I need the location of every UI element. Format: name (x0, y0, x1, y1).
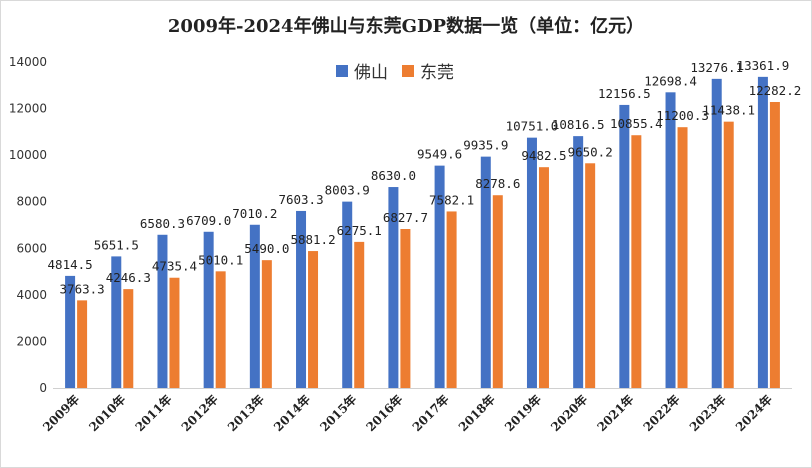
bar-foshan (434, 165, 445, 388)
data-label-foshan: 6709.0 (186, 213, 231, 228)
x-tick-label: 2019年 (501, 392, 544, 435)
data-label-dongguan: 3763.3 (60, 281, 105, 296)
bar-dongguan (261, 260, 272, 388)
bar-foshan (757, 76, 768, 388)
bar-foshan (619, 104, 630, 388)
legend-label-dongguan: 东莞 (420, 63, 454, 83)
bar-dongguan (400, 229, 411, 388)
x-tick-label: 2018年 (455, 392, 498, 435)
data-label-dongguan: 12282.2 (749, 83, 802, 98)
data-label-foshan: 7010.2 (232, 206, 277, 221)
bar-dongguan (677, 127, 688, 388)
x-tick-label: 2015年 (317, 392, 360, 435)
data-label-dongguan: 5490.0 (244, 241, 289, 256)
bar-foshan (711, 78, 722, 388)
y-tick-label: 4000 (16, 288, 47, 302)
data-label-foshan: 9935.9 (463, 138, 508, 153)
bar-foshan (157, 234, 168, 388)
bar-dongguan (723, 121, 734, 388)
bar-dongguan (446, 211, 457, 388)
bar-dongguan (631, 135, 642, 388)
y-tick-label: 8000 (16, 195, 47, 209)
data-label-dongguan: 11200.3 (656, 108, 709, 123)
x-tick-label: 2017年 (409, 392, 452, 435)
legend-swatch-dongguan (402, 64, 414, 77)
data-label-dongguan: 9650.2 (568, 144, 613, 159)
y-tick-label: 10000 (9, 148, 47, 162)
bar-dongguan (492, 195, 503, 388)
x-tick-label: 2016年 (363, 392, 406, 435)
y-tick-label: 6000 (16, 241, 47, 255)
data-label-dongguan: 7582.1 (429, 192, 474, 207)
y-tick-label: 0 (39, 381, 47, 395)
bar-dongguan (215, 271, 226, 388)
x-tick-label: 2009年 (40, 392, 83, 435)
data-label-foshan: 12156.5 (598, 86, 651, 101)
bar-dongguan (169, 277, 180, 388)
y-tick-label: 12000 (9, 102, 47, 116)
bar-foshan (573, 136, 584, 388)
data-label-dongguan: 4735.4 (152, 259, 197, 274)
bar-foshan (526, 137, 537, 388)
data-label-foshan: 5651.5 (94, 237, 139, 252)
data-label-foshan: 7603.3 (278, 192, 323, 207)
data-label-foshan: 13361.9 (737, 58, 790, 73)
data-label-dongguan: 5010.1 (198, 252, 243, 267)
bar-dongguan (585, 163, 596, 388)
data-label-foshan: 10751.0 (506, 119, 559, 134)
x-tick-label: 2011年 (132, 392, 175, 435)
data-label-dongguan: 6275.1 (337, 223, 382, 238)
x-tick-label: 2020年 (548, 392, 591, 435)
data-label-foshan: 6580.3 (140, 216, 185, 231)
legend-swatch-foshan (336, 64, 348, 77)
bar-foshan (480, 156, 491, 388)
x-tick-label: 2010年 (86, 392, 129, 435)
bar-dongguan (308, 251, 319, 388)
data-label-dongguan: 4246.3 (106, 270, 151, 285)
bar-dongguan (538, 167, 549, 388)
data-label-foshan: 13276.1 (690, 60, 743, 75)
bar-dongguan (123, 289, 134, 388)
bar-foshan (65, 275, 76, 388)
x-tick-label: 2023年 (686, 392, 729, 435)
y-tick-label: 2000 (16, 334, 47, 348)
bar-foshan (388, 187, 399, 388)
legend: 佛山 东莞 (336, 58, 468, 83)
data-label-dongguan: 5881.2 (290, 232, 335, 247)
x-tick-label: 2014年 (270, 392, 313, 435)
bar-foshan (665, 92, 676, 388)
bar-foshan (249, 224, 260, 388)
data-label-foshan: 12698.4 (644, 73, 697, 88)
data-label-dongguan: 11438.1 (702, 103, 755, 118)
x-tick-label: 2013年 (224, 392, 267, 435)
data-label-foshan: 8003.9 (325, 183, 370, 198)
data-label-foshan: 10816.5 (552, 117, 605, 132)
bar-foshan (111, 256, 122, 388)
bar-dongguan (77, 300, 88, 388)
legend-item-foshan: 佛山 (336, 58, 388, 83)
x-tick-label: 2021年 (594, 392, 637, 435)
legend-label-foshan: 佛山 (354, 63, 388, 83)
bar-dongguan (354, 241, 365, 388)
data-label-dongguan: 8278.6 (475, 176, 520, 191)
bar-dongguan (769, 102, 780, 389)
data-label-dongguan: 9482.5 (521, 148, 566, 163)
data-label-dongguan: 10855.4 (610, 116, 663, 131)
legend-item-dongguan: 东莞 (402, 58, 454, 83)
bar-foshan (296, 210, 307, 388)
data-label-foshan: 4814.5 (48, 257, 93, 272)
x-tick-label: 2024年 (732, 392, 775, 435)
data-label-foshan: 8630.0 (371, 168, 416, 183)
x-tick-label: 2022年 (640, 392, 683, 435)
x-tick-label: 2012年 (178, 392, 221, 435)
data-label-dongguan: 6827.7 (383, 210, 428, 225)
bar-foshan (342, 201, 353, 388)
y-tick-label: 14000 (9, 55, 47, 69)
chart-title: 2009年-2024年佛山与东莞GDP数据一览（单位：亿元） (167, 16, 645, 37)
data-label-foshan: 9549.6 (417, 147, 462, 162)
bar-foshan (203, 231, 214, 388)
